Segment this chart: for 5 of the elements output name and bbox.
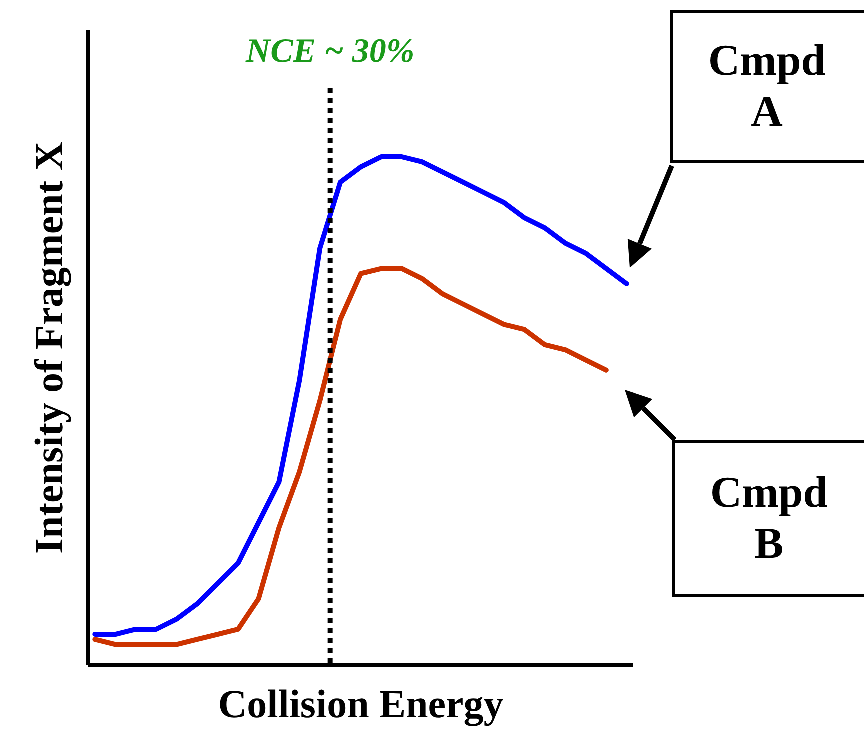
label-box: Cmpd B — [672, 440, 864, 597]
y-axis-title: Intensity of Fragment X — [26, 142, 72, 554]
label-box: Cmpd A — [670, 10, 864, 163]
x-axis-title: Collision Energy — [218, 682, 504, 726]
text: NCE ~ 30% — [245, 33, 415, 70]
